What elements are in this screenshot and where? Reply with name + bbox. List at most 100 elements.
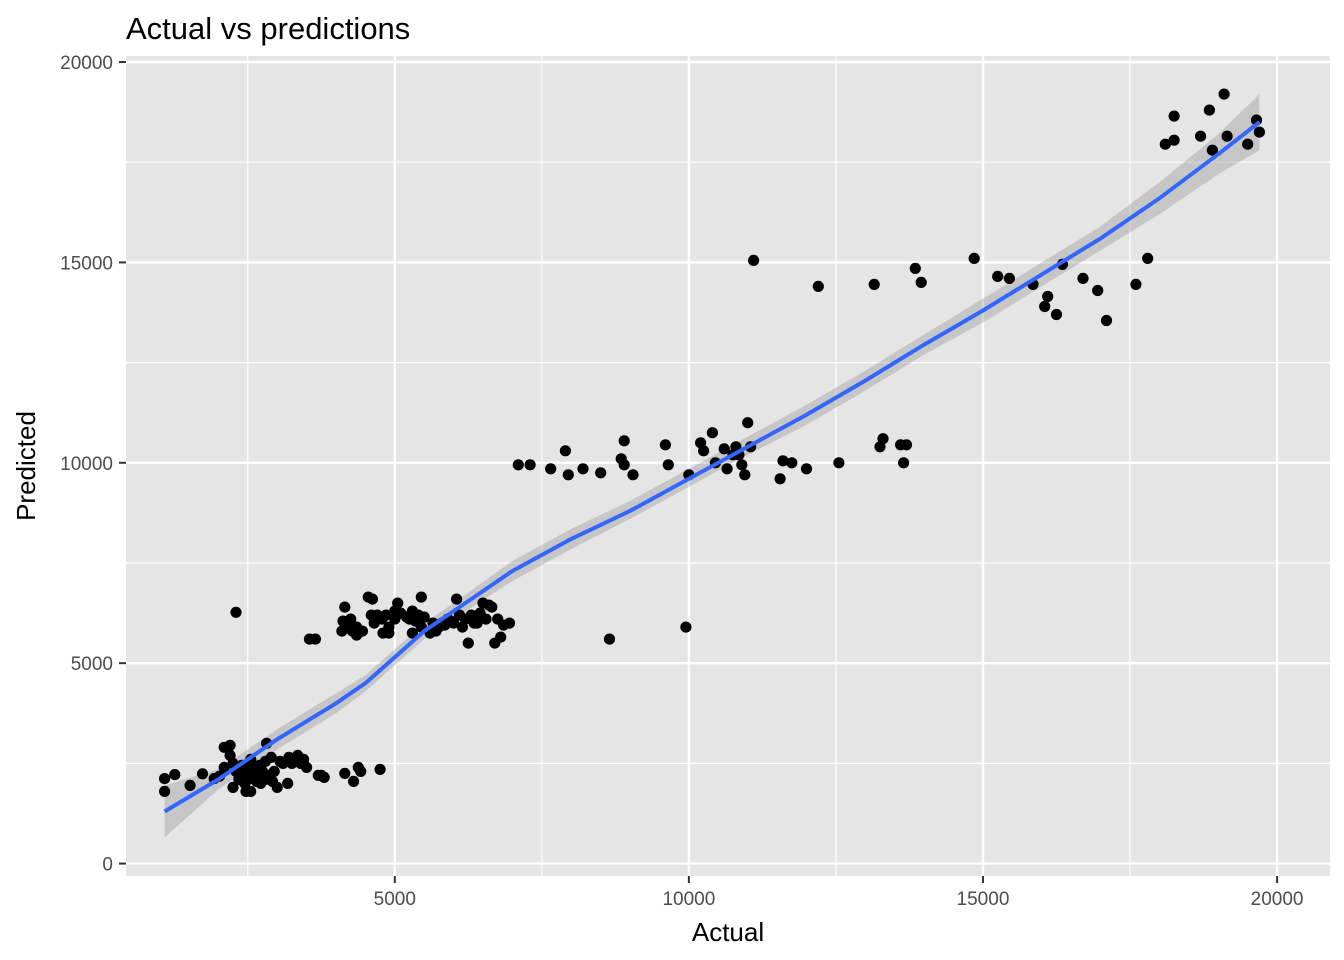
y-tick-label-2: 10000: [60, 454, 113, 475]
data-point-89: [415, 591, 427, 603]
data-point-182: [1218, 88, 1230, 100]
data-point-180: [1203, 104, 1215, 116]
data-point-1: [159, 773, 171, 785]
data-point-169: [1050, 308, 1063, 321]
data-point-137: [706, 427, 719, 439]
data-point-73: [374, 763, 386, 776]
x-tick-label-0: 5000: [374, 889, 416, 910]
data-point-152: [800, 463, 813, 475]
data-point-119: [512, 459, 524, 471]
x-axis-title: Actual: [692, 917, 764, 947]
data-point-140: [721, 463, 733, 475]
data-point-118: [503, 617, 516, 629]
data-point-153: [812, 280, 824, 292]
data-point-167: [1039, 300, 1051, 313]
data-point-0: [159, 785, 171, 798]
data-points: [159, 88, 1265, 798]
data-point-176: [1159, 138, 1171, 150]
data-point-67: [356, 625, 368, 637]
data-point-155: [868, 278, 880, 290]
data-point-130: [627, 469, 639, 481]
data-point-60: [345, 613, 357, 625]
data-point-128: [618, 435, 630, 447]
data-point-116: [495, 631, 507, 643]
data-point-136: [698, 445, 710, 457]
data-point-105: [462, 637, 474, 649]
data-point-148: [748, 254, 760, 266]
data-point-131: [659, 439, 672, 451]
data-point-42: [282, 777, 294, 790]
data-point-12: [227, 781, 239, 794]
data-point-160: [900, 439, 913, 451]
data-point-186: [1253, 126, 1265, 138]
data-point-132: [662, 459, 674, 471]
data-point-14: [230, 606, 242, 618]
data-point-181: [1206, 144, 1218, 156]
data-point-149: [774, 473, 786, 485]
data-point-4: [196, 768, 209, 780]
data-point-175: [1142, 252, 1154, 264]
data-point-125: [595, 467, 607, 479]
data-point-111: [480, 613, 492, 625]
data-point-7: [218, 761, 230, 774]
data-point-163: [968, 252, 980, 264]
data-point-177: [1168, 110, 1180, 122]
grid-major: [126, 56, 1330, 876]
x-tick-label-1: 10000: [662, 889, 715, 910]
y-tick-label-3: 15000: [60, 253, 113, 274]
data-point-145: [739, 469, 751, 481]
data-point-161: [909, 262, 921, 274]
chart-title: Actual vs predictions: [126, 11, 410, 46]
data-point-24: [245, 785, 257, 798]
data-point-121: [545, 463, 557, 475]
data-point-157: [877, 433, 889, 445]
data-point-62: [348, 775, 360, 788]
data-point-174: [1130, 278, 1142, 290]
data-point-101: [451, 593, 463, 605]
data-point-144: [736, 459, 748, 471]
data-point-81: [392, 597, 404, 609]
data-point-171: [1077, 272, 1089, 284]
data-point-3: [184, 779, 196, 792]
x-axis: 5000 10000 15000 20000: [374, 876, 1303, 910]
data-point-168: [1042, 290, 1054, 303]
data-point-39: [271, 781, 283, 794]
data-point-173: [1100, 314, 1113, 327]
data-point-100: [448, 617, 460, 629]
data-point-122: [559, 445, 572, 457]
data-point-86: [406, 627, 418, 639]
data-point-57: [339, 601, 351, 613]
data-point-78: [383, 621, 395, 633]
data-point-38: [268, 765, 280, 778]
data-point-126: [603, 633, 616, 645]
data-point-183: [1221, 130, 1233, 142]
data-point-2: [169, 769, 181, 781]
data-point-184: [1242, 138, 1254, 150]
data-point-124: [577, 463, 589, 475]
data-point-129: [618, 459, 630, 471]
data-point-146: [742, 417, 754, 429]
data-point-113: [486, 601, 498, 613]
data-point-91: [418, 611, 430, 623]
data-point-151: [786, 457, 798, 469]
smooth-trend-line: [163, 120, 1261, 814]
data-point-165: [1003, 272, 1016, 284]
data-point-66: [355, 765, 367, 778]
data-point-123: [562, 469, 574, 481]
data-point-70: [366, 593, 378, 605]
data-point-178: [1168, 134, 1180, 146]
data-point-150: [777, 455, 789, 467]
data-point-179: [1195, 130, 1207, 142]
data-point-154: [833, 457, 845, 469]
y-tick-label-4: 20000: [60, 53, 113, 74]
data-point-54: [318, 771, 330, 784]
data-point-49: [301, 761, 313, 774]
x-tick-label-2: 15000: [957, 889, 1010, 910]
data-point-51: [309, 633, 321, 645]
data-point-133: [680, 621, 692, 633]
data-point-172: [1092, 284, 1104, 297]
data-point-58: [339, 767, 351, 780]
data-point-76: [380, 609, 392, 621]
data-point-164: [992, 270, 1004, 282]
